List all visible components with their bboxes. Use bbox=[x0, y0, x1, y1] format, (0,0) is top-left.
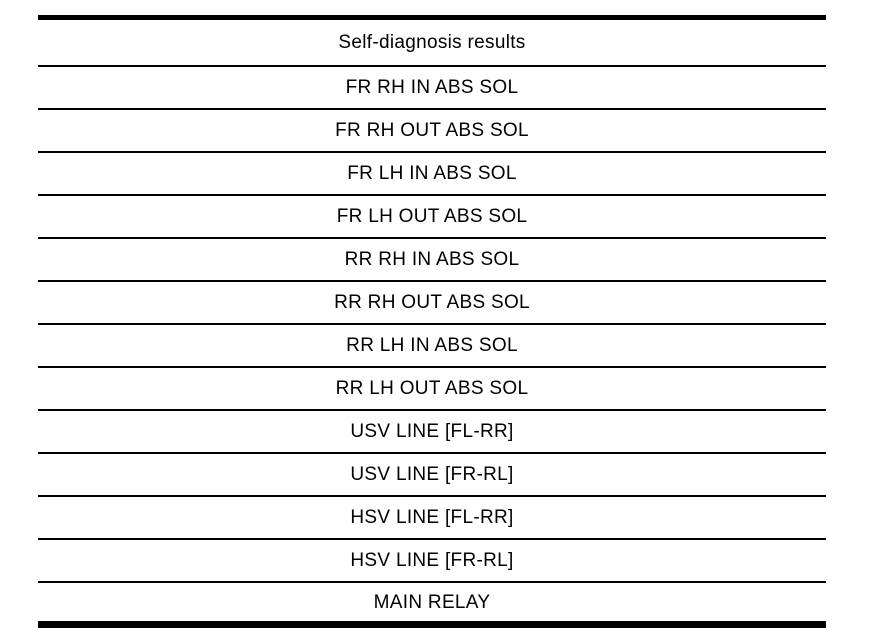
table-row: FR LH OUT ABS SOL bbox=[38, 196, 826, 239]
table-row: FR RH OUT ABS SOL bbox=[38, 110, 826, 153]
table-row: FR LH IN ABS SOL bbox=[38, 153, 826, 196]
table-row: FR RH IN ABS SOL bbox=[38, 67, 826, 110]
row-label: FR LH OUT ABS SOL bbox=[336, 206, 528, 227]
self-diagnosis-table: Self-diagnosis results FR RH IN ABS SOL … bbox=[38, 15, 826, 628]
row-label: USV LINE [FR-RL] bbox=[350, 464, 514, 485]
row-label: RR LH OUT ABS SOL bbox=[335, 378, 529, 399]
row-label: MAIN RELAY bbox=[373, 591, 491, 613]
row-label: USV LINE [FL-RR] bbox=[350, 421, 514, 442]
row-label: RR RH IN ABS SOL bbox=[344, 249, 520, 270]
row-label: FR LH IN ABS SOL bbox=[347, 163, 517, 184]
row-label: RR RH OUT ABS SOL bbox=[334, 292, 530, 313]
table-row: RR RH OUT ABS SOL bbox=[38, 282, 826, 325]
table-row: MAIN RELAY bbox=[38, 583, 826, 621]
table-row: HSV LINE [FL-RR] bbox=[38, 497, 826, 540]
table-row: RR LH OUT ABS SOL bbox=[38, 368, 826, 411]
table-row: RR LH IN ABS SOL bbox=[38, 325, 826, 368]
table-title: Self-diagnosis results bbox=[338, 32, 526, 53]
row-label: FR RH IN ABS SOL bbox=[345, 77, 519, 98]
row-label: RR LH IN ABS SOL bbox=[346, 335, 518, 356]
table-row: HSV LINE [FR-RL] bbox=[38, 540, 826, 583]
row-label: HSV LINE [FR-RL] bbox=[350, 550, 514, 571]
diagnosis-table-body: FR RH IN ABS SOL FR RH OUT ABS SOL FR LH… bbox=[38, 67, 826, 621]
table-header-row: Self-diagnosis results bbox=[38, 20, 826, 67]
row-label: FR RH OUT ABS SOL bbox=[335, 120, 529, 141]
table-row: USV LINE [FL-RR] bbox=[38, 411, 826, 454]
row-label: HSV LINE [FL-RR] bbox=[350, 507, 514, 528]
table-row: USV LINE [FR-RL] bbox=[38, 454, 826, 497]
table-row: RR RH IN ABS SOL bbox=[38, 239, 826, 282]
